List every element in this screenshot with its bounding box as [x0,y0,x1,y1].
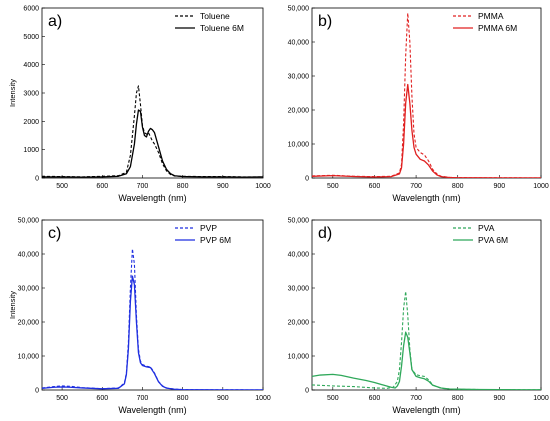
panel-label: d) [318,225,332,242]
legend-label: PVA [478,223,495,233]
x-axis-label: Wavelength (nm) [392,193,460,203]
y-tick-label: 50,000 [288,6,310,13]
chart-panel: 500 600 700 800 900 1000 0 10,000 20,000 30,000 40… [288,6,549,204]
x-tick-label: 800 [452,183,464,190]
panel-label: c) [48,225,61,242]
y-tick-label: 40,000 [288,252,310,259]
legend-label: PVA 6M [478,235,508,245]
x-tick-label: 500 [327,183,339,190]
legend-label: PVP [200,223,217,233]
y-tick-label: 20,000 [18,320,40,327]
x-axis-label: Wavelength (nm) [118,405,186,415]
y-tick-label: 10,000 [288,142,310,149]
y-tick-label: 0 [305,176,309,183]
y-tick-label: 5000 [23,34,39,41]
y-tick-label: 1000 [23,147,39,154]
x-tick-label: 600 [369,395,381,402]
legend-label: PMMA [478,11,504,21]
x-tick-label: 900 [217,395,229,402]
y-tick-label: 30,000 [18,286,40,293]
y-axis-label: Intensity [8,291,17,319]
y-tick-label: 10,000 [18,354,40,361]
y-tick-label: 0 [35,388,39,395]
x-tick-label: 800 [177,183,189,190]
legend-label: Toluene 6M [200,23,244,33]
x-tick-label: 800 [452,395,464,402]
plot-frame [41,219,264,391]
series-line [42,275,263,390]
y-tick-label: 2000 [23,119,39,126]
plot-frame [311,7,542,179]
y-tick-label: 10,000 [288,354,310,361]
x-tick-label: 500 [327,395,339,402]
y-tick-label: 4000 [23,62,39,69]
x-axis-label: Wavelength (nm) [118,193,186,203]
y-tick-label: 20,000 [288,320,310,327]
chart-panel: 500 600 700 800 900 1000 0 10,000 20,000 30,000 40… [8,218,271,416]
x-tick-label: 1000 [255,183,271,190]
x-tick-label: 800 [177,395,189,402]
x-tick-label: 1000 [533,183,549,190]
x-tick-label: 900 [217,183,229,190]
x-tick-label: 700 [137,183,149,190]
plot-frame [311,219,542,391]
y-tick-label: 50,000 [288,218,310,225]
y-axis-label: Intensity [8,79,17,107]
series-line [312,290,541,390]
plot-frame [41,7,264,179]
series-line [42,85,263,178]
panel-label: b) [318,13,332,30]
legend-label: PMMA 6M [478,23,517,33]
x-tick-label: 600 [96,183,108,190]
x-tick-label: 500 [56,183,68,190]
x-axis-label: Wavelength (nm) [392,405,460,415]
y-tick-label: 3000 [23,91,39,98]
y-tick-label: 0 [305,388,309,395]
x-tick-label: 900 [494,395,506,402]
y-tick-label: 6000 [23,6,39,13]
series-line [312,83,541,178]
x-tick-label: 700 [410,395,422,402]
panel-label: a) [48,13,62,30]
x-tick-label: 1000 [255,395,271,402]
series-line [312,12,541,178]
legend-label: Toluene [200,11,230,21]
y-tick-label: 50,000 [18,218,40,225]
x-tick-label: 1000 [533,395,549,402]
x-tick-label: 500 [56,395,68,402]
y-tick-label: 40,000 [288,40,310,47]
series-line [42,248,263,390]
y-tick-label: 40,000 [18,252,40,259]
chart-panel: 500 600 700 800 900 1000 0 1000 2000 3000 4000 5000… [8,6,271,204]
series-line [42,109,263,178]
x-tick-label: 700 [410,183,422,190]
x-tick-label: 900 [494,183,506,190]
x-tick-label: 600 [96,395,108,402]
x-tick-label: 700 [137,395,149,402]
chart-panel: 500 600 700 800 900 1000 0 10,000 20,000 30,000 40… [288,218,549,416]
series-line [312,331,541,390]
legend-label: PVP 6M [200,235,231,245]
x-tick-label: 600 [369,183,381,190]
y-tick-label: 30,000 [288,74,310,81]
y-tick-label: 20,000 [288,108,310,115]
y-tick-label: 30,000 [288,286,310,293]
y-tick-label: 0 [35,176,39,183]
